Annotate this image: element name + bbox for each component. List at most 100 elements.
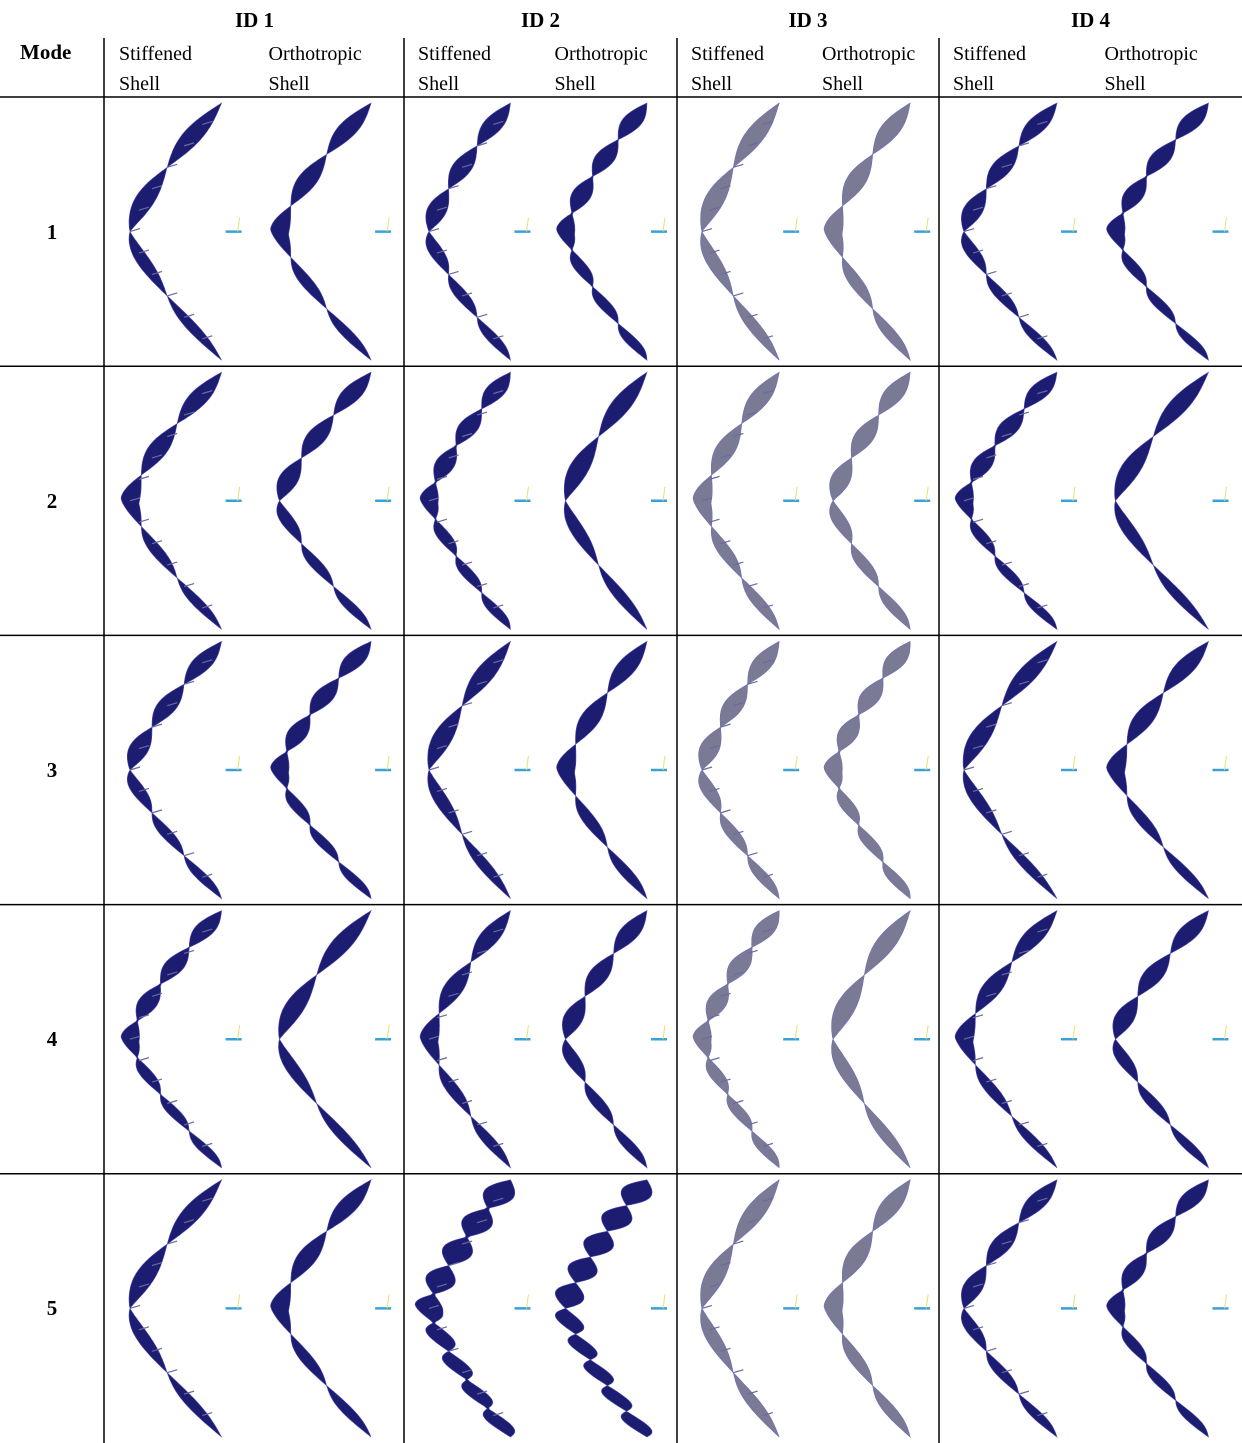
- mode-shape: [276, 371, 372, 631]
- mode-shape: [425, 102, 511, 361]
- stiffener: [1018, 411, 1030, 416]
- axis-triad: [794, 217, 798, 232]
- axis-triad: [237, 486, 241, 501]
- axis-triad: [794, 1294, 798, 1309]
- stiffener: [151, 540, 163, 545]
- stiffener: [1037, 335, 1048, 340]
- stiffener: [151, 270, 163, 276]
- stiffener: [183, 411, 195, 416]
- mode-shape: [829, 371, 911, 631]
- column-header: Orthotropic Shell: [822, 43, 916, 95]
- stiffener: [461, 1240, 473, 1245]
- corner-header: Mode: [20, 40, 72, 64]
- stiffener: [733, 830, 744, 835]
- stiffener: [138, 1057, 150, 1062]
- column-header: Stiffened Shell: [691, 43, 764, 95]
- stiffener: [747, 680, 758, 685]
- stiffener: [476, 852, 488, 857]
- stiffener: [762, 335, 774, 340]
- axis-triad: [386, 1294, 390, 1309]
- group-header: ID 1: [234, 8, 275, 32]
- axis-triad: [386, 217, 390, 232]
- stiffener: [167, 1369, 178, 1374]
- mode-shape: [419, 909, 512, 1169]
- stiffener: [709, 1326, 720, 1331]
- mode-shape: [128, 102, 223, 361]
- axis-triad: [525, 217, 529, 232]
- stiffener: [986, 809, 997, 814]
- stiffener: [428, 1304, 440, 1309]
- stiffener: [720, 540, 731, 545]
- stiffener: [720, 992, 731, 997]
- mode-shape: [414, 1179, 516, 1438]
- axis-triad: [925, 755, 929, 771]
- axis-triad: [386, 1025, 390, 1040]
- stiffener: [448, 540, 459, 545]
- stiffener: [151, 992, 163, 997]
- mode-shape: [823, 102, 911, 362]
- stiffener: [986, 1261, 997, 1267]
- column-header: Stiffened Shell: [418, 43, 491, 95]
- stiffener: [129, 497, 141, 502]
- stiffener: [448, 1078, 459, 1083]
- stiffener: [1001, 1369, 1012, 1374]
- column-header: Orthotropic Shell: [1104, 43, 1198, 95]
- stiffener: [436, 249, 448, 254]
- axis-triad: [237, 217, 241, 232]
- stiffener: [167, 702, 178, 707]
- stiffener: [436, 475, 448, 480]
- stiffener: [762, 659, 774, 664]
- stiffener: [476, 313, 488, 318]
- stiffener: [167, 292, 178, 297]
- stiffener: [448, 992, 459, 997]
- axis-triad: [525, 486, 529, 501]
- stiffener: [167, 1240, 178, 1245]
- axis-triad: [662, 217, 666, 232]
- stiffener: [448, 809, 459, 814]
- stiffener: [720, 1347, 731, 1352]
- stiffener: [709, 249, 720, 254]
- stiffener: [183, 949, 195, 955]
- stiffener: [733, 292, 744, 297]
- stiffener: [720, 1261, 731, 1267]
- stiffener: [747, 1219, 758, 1224]
- mode-shape: [700, 1179, 780, 1438]
- stiffener: [476, 1390, 488, 1395]
- stiffener: [436, 1326, 448, 1331]
- axis-triad: [1072, 486, 1076, 501]
- stiffener: [1037, 604, 1048, 609]
- stiffener: [461, 830, 473, 835]
- axis-triad: [662, 755, 666, 771]
- stiffener: [476, 1121, 488, 1126]
- axis-triad: [386, 755, 390, 771]
- mode-shape: [561, 910, 648, 1169]
- mode-shape: [128, 1179, 223, 1438]
- mode-label: 5: [46, 1296, 58, 1321]
- stiffener: [701, 497, 713, 502]
- stiffener: [720, 809, 731, 814]
- stiffener: [747, 142, 758, 147]
- stiffener: [202, 1197, 213, 1202]
- mode-shape: [270, 102, 372, 361]
- stiffener: [972, 1326, 984, 1331]
- mode-shape: [1114, 371, 1210, 630]
- stiffener: [1018, 852, 1030, 857]
- stiffener: [1001, 561, 1012, 566]
- stiffener: [1001, 702, 1012, 707]
- stiffener: [1037, 1411, 1048, 1417]
- stiffener: [709, 206, 720, 211]
- stiffener: [986, 992, 997, 997]
- stiffener: [202, 873, 213, 878]
- stiffener: [151, 1347, 163, 1352]
- stiffener: [129, 1035, 141, 1040]
- stiffener: [461, 1369, 473, 1374]
- stiffener: [436, 1057, 448, 1062]
- stiffener: [1018, 582, 1030, 588]
- stiffener: [747, 582, 758, 588]
- stiffener: [167, 561, 178, 566]
- mode-shape: [120, 371, 223, 630]
- stiffener: [733, 1240, 744, 1245]
- stiffener: [701, 1304, 713, 1309]
- stiffener: [436, 744, 448, 750]
